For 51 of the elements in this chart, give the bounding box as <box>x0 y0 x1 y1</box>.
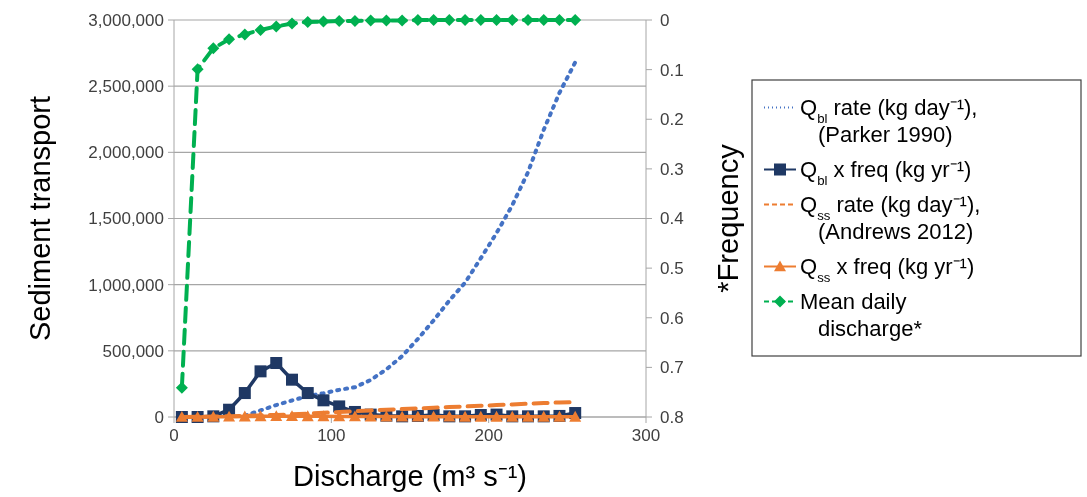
y2-axis-title: *Frequency <box>712 143 744 293</box>
y2-tick-label: 0.6 <box>660 308 684 328</box>
y2-tick-label: 0.1 <box>660 60 684 80</box>
point <box>207 42 220 55</box>
point <box>270 357 283 370</box>
point <box>286 373 298 386</box>
x-tick-label: 100 <box>317 426 346 445</box>
y-tick-label: 2,500,000 <box>88 77 164 97</box>
legend-label: Mean daily discharge* <box>800 289 923 342</box>
point <box>254 365 267 378</box>
x-tick-label: 300 <box>631 426 661 445</box>
y-tick-label: 500,000 <box>102 341 164 361</box>
y2-tick-label: 0.8 <box>660 407 684 427</box>
y-tick-label: 1,500,000 <box>88 209 164 229</box>
x-axis-title: Discharge (m³ s⁻¹) <box>293 460 527 492</box>
point <box>270 410 283 422</box>
point <box>301 387 314 400</box>
legend-label: Q$_{bl}$ rate (kg day⁻¹), (Parker 1990) <box>800 95 978 148</box>
point <box>396 14 409 27</box>
legend-label: Q$_{bl}$ x freq (kg yr⁻¹) <box>800 157 972 188</box>
legend-label: Q$_{ss}$ x freq (kg yr⁻¹) <box>800 254 975 285</box>
point <box>238 410 251 422</box>
point <box>301 410 314 422</box>
point <box>286 17 298 30</box>
point <box>286 410 298 422</box>
point <box>223 410 236 422</box>
point <box>348 410 361 422</box>
x-tick-label: 200 <box>474 426 503 445</box>
point <box>254 23 267 36</box>
point <box>223 33 236 46</box>
legend-label: Q$_{ss}$ rate (kg day⁻¹), (Andrews 2012) <box>800 192 981 245</box>
point <box>301 15 314 28</box>
point <box>317 394 330 407</box>
y2-tick-label: 0.3 <box>660 159 684 179</box>
y-axis-title: Sediment transport <box>24 95 56 342</box>
y2-tick-label: 0 <box>660 10 670 30</box>
point <box>238 387 251 400</box>
x-tick-label: 0 <box>169 426 179 445</box>
y-tick-label: 3,000,000 <box>88 10 164 30</box>
y2-tick-label: 0.4 <box>660 209 684 229</box>
y2-tick-label: 0.5 <box>660 259 684 279</box>
y-tick-label: 0 <box>154 407 164 427</box>
y-tick-label: 2,000,000 <box>88 143 164 163</box>
y2-tick-label: 0.7 <box>660 358 684 378</box>
point <box>238 28 251 41</box>
point <box>333 14 346 27</box>
y-tick-label: 1,000,000 <box>88 275 164 295</box>
y2-tick-label: 0.2 <box>660 110 684 130</box>
point <box>254 410 267 422</box>
point <box>270 20 283 33</box>
point <box>317 410 330 422</box>
